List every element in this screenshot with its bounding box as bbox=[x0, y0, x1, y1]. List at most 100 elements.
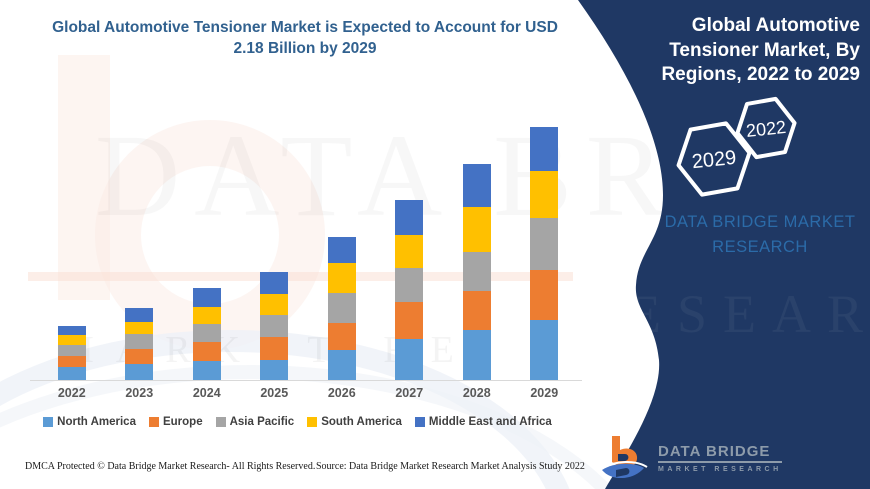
bar-segment bbox=[530, 127, 559, 172]
page-title: Global Automotive Tensioner Market is Ex… bbox=[52, 19, 558, 57]
bar-segment bbox=[192, 306, 221, 325]
bar-segment bbox=[462, 207, 491, 253]
panel-title: Global Automotive Tensioner Market, By R… bbox=[661, 15, 860, 86]
bar-segment bbox=[260, 337, 289, 361]
bar-stack-2027 bbox=[395, 200, 424, 380]
source-note: Source: Data Bridge Market Research Mark… bbox=[316, 461, 585, 472]
bar-segment bbox=[260, 360, 289, 380]
bar-segment bbox=[125, 348, 154, 364]
panel-brand-line1: DATA BRIDGE MARKET bbox=[664, 213, 856, 231]
bar-segment bbox=[192, 361, 221, 380]
bar-column-2024 bbox=[173, 118, 241, 380]
bar-segment bbox=[462, 330, 491, 380]
bar-stack-2025 bbox=[260, 272, 289, 380]
bar-stack-2022 bbox=[57, 325, 86, 380]
legend-item: South America bbox=[307, 416, 402, 428]
bar-segment bbox=[327, 262, 356, 293]
bar-segment bbox=[530, 319, 559, 380]
legend-swatch bbox=[215, 417, 226, 427]
bar-segment bbox=[462, 164, 491, 208]
x-tick-label: 2028 bbox=[462, 386, 491, 400]
bar-stack-2024 bbox=[192, 288, 221, 380]
logo-subname: MARKET RESEARCH bbox=[658, 466, 782, 473]
bar-stack-2023 bbox=[125, 308, 154, 380]
bar-segment bbox=[327, 323, 356, 350]
x-axis-line bbox=[30, 380, 582, 381]
bar-segment bbox=[125, 322, 154, 334]
hexagon-2029 bbox=[676, 121, 752, 197]
bar-segment bbox=[327, 349, 356, 380]
bar-segment bbox=[327, 292, 356, 324]
x-tick-label: 2023 bbox=[125, 386, 154, 400]
bar-segment bbox=[462, 290, 491, 331]
panel-brand-line2: RESEARCH bbox=[712, 237, 808, 256]
data-bridge-logo-icon bbox=[599, 436, 648, 479]
x-tick-label: 2022 bbox=[57, 386, 86, 400]
bar-column-2029 bbox=[511, 118, 579, 380]
bar-segment bbox=[395, 339, 424, 380]
bar-segment bbox=[260, 294, 289, 316]
bar-segment bbox=[57, 367, 86, 380]
legend-item: Asia Pacific bbox=[215, 416, 295, 428]
bar-column-2023 bbox=[106, 118, 174, 380]
x-tick-label: 2024 bbox=[192, 386, 221, 400]
hexagon-2022-label: 2022 bbox=[745, 117, 787, 141]
dmca-note: DMCA Protected © Data Bridge Market Rese… bbox=[25, 461, 316, 472]
bar-segment bbox=[530, 269, 559, 320]
legend-item: Europe bbox=[148, 416, 203, 428]
bar-columns bbox=[38, 118, 578, 380]
bar-stack-2028 bbox=[462, 164, 491, 380]
bar-segment bbox=[462, 252, 491, 291]
bar-segment bbox=[192, 324, 221, 342]
x-tick-label: 2029 bbox=[530, 386, 559, 400]
bar-segment bbox=[57, 325, 86, 335]
bar-segment bbox=[260, 315, 289, 338]
legend-swatch bbox=[307, 417, 318, 427]
bar-segment bbox=[125, 333, 154, 349]
bar-stack-2029 bbox=[530, 127, 559, 380]
legend-label: South America bbox=[321, 416, 402, 428]
data-bridge-logo: DATA BRIDGE MARKET RESEARCH bbox=[598, 432, 818, 484]
bar-segment bbox=[125, 308, 154, 323]
x-tick-label: 2027 bbox=[395, 386, 424, 400]
bar-segment bbox=[327, 237, 356, 263]
bar-segment bbox=[57, 334, 86, 346]
legend-label: North America bbox=[57, 416, 136, 428]
legend-swatch bbox=[148, 417, 159, 427]
bar-segment bbox=[57, 355, 86, 368]
bar-segment bbox=[530, 171, 559, 218]
bar-segment bbox=[192, 341, 221, 362]
legend-label: Middle East and Africa bbox=[428, 416, 552, 428]
bar-segment bbox=[57, 345, 86, 356]
bar-segment bbox=[125, 363, 154, 380]
bar-stack-2026 bbox=[327, 237, 356, 380]
bar-segment bbox=[395, 235, 424, 268]
stacked-bar-chart: 2022 2023 2024 2025 2026 2027 2028 2029 bbox=[30, 118, 582, 410]
legend-label: Asia Pacific bbox=[229, 416, 295, 428]
panel-brand-text: DATA BRIDGE MARKET RESEARCH bbox=[655, 210, 865, 260]
x-tick-label: 2025 bbox=[260, 386, 289, 400]
bar-column-2025 bbox=[241, 118, 309, 380]
legend-item: North America bbox=[43, 416, 136, 428]
bar-segment bbox=[395, 267, 424, 303]
chart-legend: North America Europe Asia Pacific South Ame… bbox=[20, 416, 575, 428]
bar-segment bbox=[192, 288, 221, 307]
bar-segment bbox=[395, 302, 424, 340]
bar-segment bbox=[395, 200, 424, 236]
logo-name: DATA BRIDGE bbox=[658, 443, 782, 463]
legend-label: Europe bbox=[162, 416, 203, 428]
bar-segment bbox=[530, 217, 559, 270]
hexagon-2029-label: 2029 bbox=[691, 147, 738, 174]
legend-swatch bbox=[414, 417, 425, 427]
hexagon-2022 bbox=[735, 96, 797, 160]
x-tick-label: 2026 bbox=[327, 386, 356, 400]
legend-swatch bbox=[43, 417, 54, 427]
bar-segment bbox=[260, 272, 289, 295]
bar-column-2027 bbox=[376, 118, 444, 380]
legend-item: Middle East and Africa bbox=[414, 416, 552, 428]
bar-column-2022 bbox=[38, 118, 106, 380]
bar-column-2028 bbox=[443, 118, 511, 380]
x-axis-labels: 2022 2023 2024 2025 2026 2027 2028 2029 bbox=[38, 386, 578, 400]
